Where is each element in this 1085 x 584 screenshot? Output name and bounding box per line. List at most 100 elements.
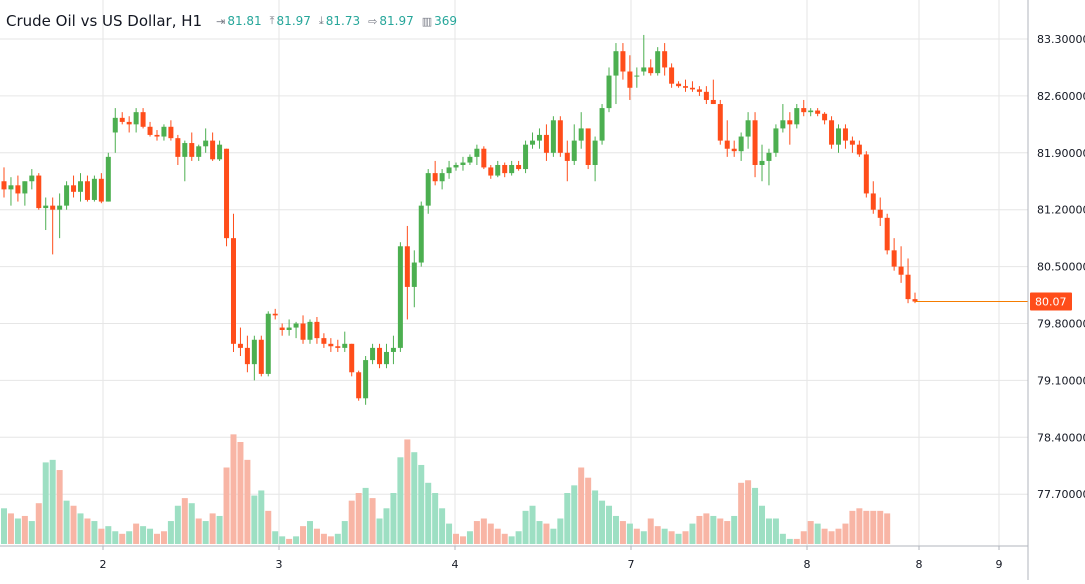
grid-layer	[0, 0, 1028, 546]
candle-body	[829, 120, 835, 145]
candle-body	[453, 164, 459, 168]
candle-body	[543, 134, 549, 153]
volume-bar	[863, 510, 870, 544]
y-tick-label: 80.50000	[1037, 261, 1085, 274]
volume-bar	[571, 485, 578, 544]
volume-bar	[682, 531, 689, 544]
candle-body	[856, 144, 862, 155]
volume-bar	[258, 490, 265, 544]
candle-body	[822, 113, 828, 121]
candle-body	[140, 112, 146, 127]
volume-bar	[119, 533, 126, 544]
candle-body	[662, 51, 668, 68]
candle-body	[564, 152, 570, 161]
candle-body	[710, 99, 716, 105]
volume-bar	[348, 500, 355, 544]
volume-bar	[592, 490, 599, 544]
candle-body	[808, 110, 814, 113]
volume-bar	[786, 538, 793, 544]
candle-body	[133, 112, 139, 125]
volume-bar	[35, 503, 42, 544]
volume-bar	[884, 513, 891, 544]
low-value-group: ⤓ 81.73	[319, 14, 360, 28]
volume-bar	[612, 515, 619, 544]
candle-body	[363, 360, 369, 399]
candle-body	[342, 343, 348, 348]
volume-bar	[765, 518, 772, 544]
volume-bar	[487, 523, 494, 544]
y-tick-label: 81.90000	[1037, 147, 1085, 160]
candle-body	[404, 246, 410, 287]
volume-bar	[160, 531, 167, 544]
volume-bar	[459, 536, 466, 544]
x-tick-label: 7	[628, 558, 635, 571]
candle-body	[168, 126, 174, 139]
volume-bar	[181, 498, 188, 544]
candle-body	[8, 185, 14, 190]
candle-body	[689, 87, 695, 90]
volume-bar	[745, 480, 752, 544]
volume-bar	[63, 500, 70, 544]
volume-bar	[849, 510, 856, 544]
volume-bar	[550, 528, 557, 544]
candle-body	[383, 351, 389, 365]
candle-body	[787, 120, 793, 125]
x-tick-label: 8	[916, 558, 923, 571]
candle-body	[752, 120, 758, 165]
close-value: 81.97	[379, 14, 414, 28]
candle-body	[251, 339, 257, 365]
volume-bar	[153, 533, 160, 544]
candle-body	[669, 67, 675, 84]
volume-bar	[633, 528, 640, 544]
candle-body	[446, 167, 452, 174]
candle-body	[377, 347, 383, 365]
candle-body	[286, 327, 292, 331]
volume-bar	[585, 477, 592, 544]
volume-bar	[397, 457, 404, 544]
candle-body	[634, 75, 640, 77]
volume-bar	[599, 500, 606, 544]
high-icon: ⤒	[269, 14, 275, 27]
candle-body	[1, 181, 7, 190]
candle-body	[119, 117, 125, 122]
candle-body	[592, 140, 598, 165]
volume-value-group: ▥ 369	[422, 14, 457, 28]
candle-body	[509, 164, 515, 174]
candle-body	[230, 238, 236, 344]
volume-layer	[1, 434, 891, 544]
volume-bar	[390, 493, 397, 544]
candle-body	[738, 136, 744, 152]
candle-body	[272, 313, 278, 316]
candle-body	[265, 313, 271, 374]
close-value-group: ⇨ 81.97	[368, 14, 414, 28]
candle-body	[815, 110, 821, 114]
volume-bar	[675, 533, 682, 544]
candle-body	[432, 173, 438, 182]
candle-body	[703, 91, 709, 100]
volume-bar	[877, 510, 884, 544]
open-value: 81.81	[227, 14, 262, 28]
volume-bar	[216, 515, 223, 544]
volume-bar	[105, 526, 112, 544]
candle-body	[244, 347, 250, 365]
candle-body	[557, 120, 563, 153]
volume-bar	[564, 493, 571, 544]
candle-body	[22, 181, 28, 194]
candle-body	[836, 128, 842, 145]
volume-bar	[515, 531, 522, 544]
candle-body	[516, 164, 522, 170]
volume-bar	[126, 531, 133, 544]
volume-bar	[779, 533, 786, 544]
candle-body	[467, 156, 473, 163]
volume-bar	[188, 503, 195, 544]
volume-bar	[828, 531, 835, 544]
last-price-badge	[1030, 292, 1072, 311]
candle-body	[203, 140, 209, 147]
candle-body	[502, 164, 508, 174]
y-tick-label: 83.30000	[1037, 33, 1085, 46]
volume-bar	[272, 531, 279, 544]
candle-body	[279, 327, 285, 331]
